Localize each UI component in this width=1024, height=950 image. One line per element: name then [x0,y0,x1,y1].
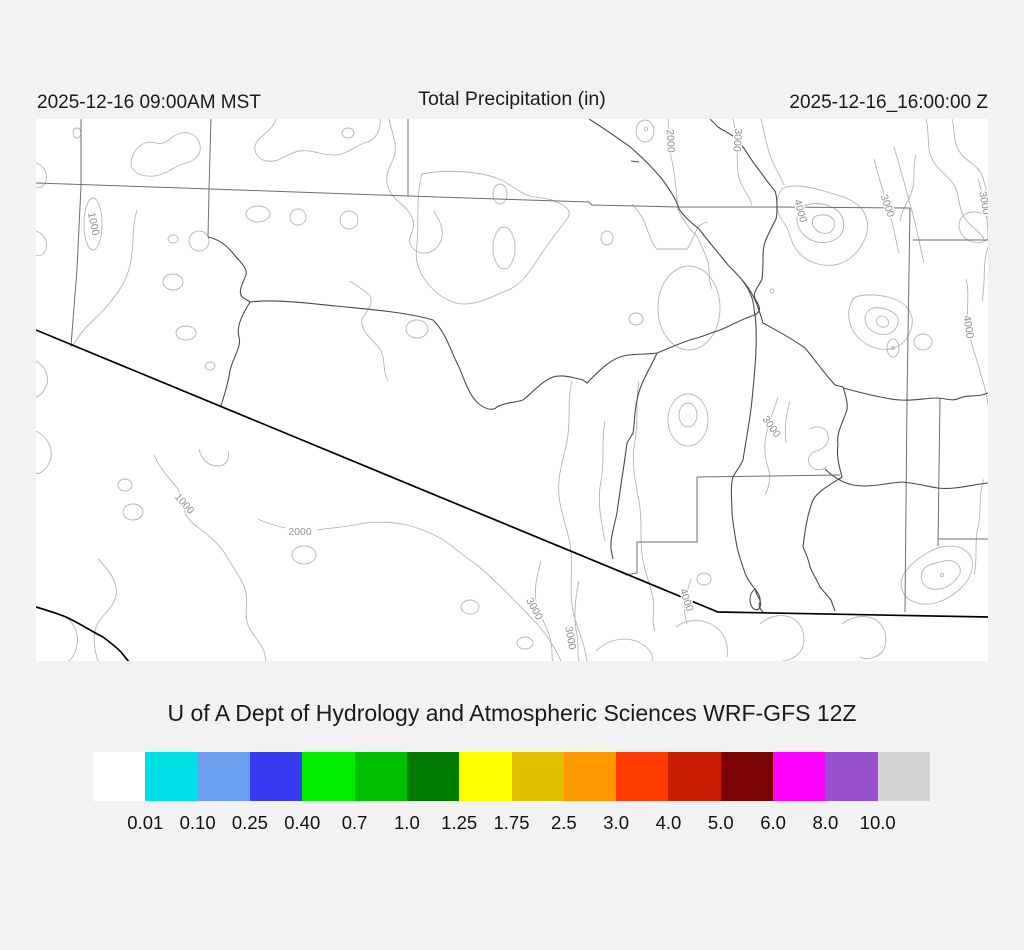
colorbar-swatch-4 [302,752,355,801]
colorbar-tick-label: 1.75 [493,812,530,833]
colorbar-tick-label: 1.25 [441,812,478,833]
contour-label: 2000 [288,526,312,538]
colorbar-tick-label: 6.0 [760,812,786,833]
contour-label: 3000 [760,414,783,440]
colorbar-tick-label: 0.7 [341,812,368,833]
contour-label: 1000 [85,211,102,236]
precipitation-map: 1000 2000 3000 4000 3000 3000 4000 3000 1000 2000… [36,119,988,661]
colorbar-tick-label: 8.0 [812,812,839,833]
contour-label: 4000 [961,315,976,340]
colorbar-tick-label: 1.0 [394,812,420,833]
state-boundary-lines [36,119,988,613]
international-border [36,329,988,661]
terrain-contour-lines [36,119,988,661]
colorbar-tick-label: 0.25 [231,812,268,833]
contour-label: 4000 [677,587,696,613]
colorbar-swatch-11 [668,752,721,801]
colorbar-swatch-6 [406,752,460,801]
contour-label: 4000 [791,198,809,224]
colorbar-swatch-1 [145,752,198,801]
contour-elevation-labels: 1000 2000 3000 4000 3000 3000 4000 3000 1000 2000… [83,126,988,652]
river-boundary-lines [207,119,988,613]
precipitation-colorbar [93,752,930,801]
page-title: Total Precipitation (in) [418,88,606,110]
colorbar-tick-label: 0.10 [179,812,216,833]
contour-label: 3000 [562,625,578,650]
colorbar-swatch-3 [249,752,303,801]
colorbar-swatch-12 [720,752,774,801]
valid-time-utc: 2025-12-16_16:00:00 Z [789,92,988,113]
colorbar-swatch-13 [773,752,826,801]
colorbar-swatch-0 [93,752,146,801]
contour-label: 2000 [664,129,677,153]
colorbar-swatch-10 [616,752,669,801]
colorbar-tick-label: 2.5 [550,812,577,833]
colorbar-swatch-7 [459,752,512,801]
colorbar-swatch-14 [825,752,878,801]
model-credit: U of A Dept of Hydrology and Atmospheric… [167,700,857,726]
colorbar-tick-label: 0.01 [127,812,164,833]
contour-label: 3000 [976,190,988,215]
colorbar-tick-label: 0.40 [284,812,321,833]
colorbar-tick-label: 4.0 [655,812,682,833]
colorbar-swatch-2 [197,752,250,801]
contour-label: 1000 [172,491,197,517]
colorbar-swatch-5 [354,752,407,801]
colorbar-swatch-15 [877,752,930,801]
colorbar-swatch-9 [563,752,617,801]
map-canvas: 1000 2000 3000 4000 3000 3000 4000 3000 1000 2000… [36,119,988,661]
colorbar-tick-label: 5.0 [707,812,734,833]
contour-label: 3000 [730,128,744,152]
contour-label: 3000 [878,193,897,219]
valid-time-local: 2025-12-16 09:00AM MST [37,92,261,113]
colorbar-tick-label: 10.0 [859,812,896,833]
colorbar-swatch-8 [511,752,564,801]
colorbar-tick-labels: 0.01 0.10 0.25 0.40 0.7 1.0 1.25 1.75 2.5 3.0 4.0 5… [93,812,930,836]
colorbar-tick-label: 3.0 [603,812,629,833]
